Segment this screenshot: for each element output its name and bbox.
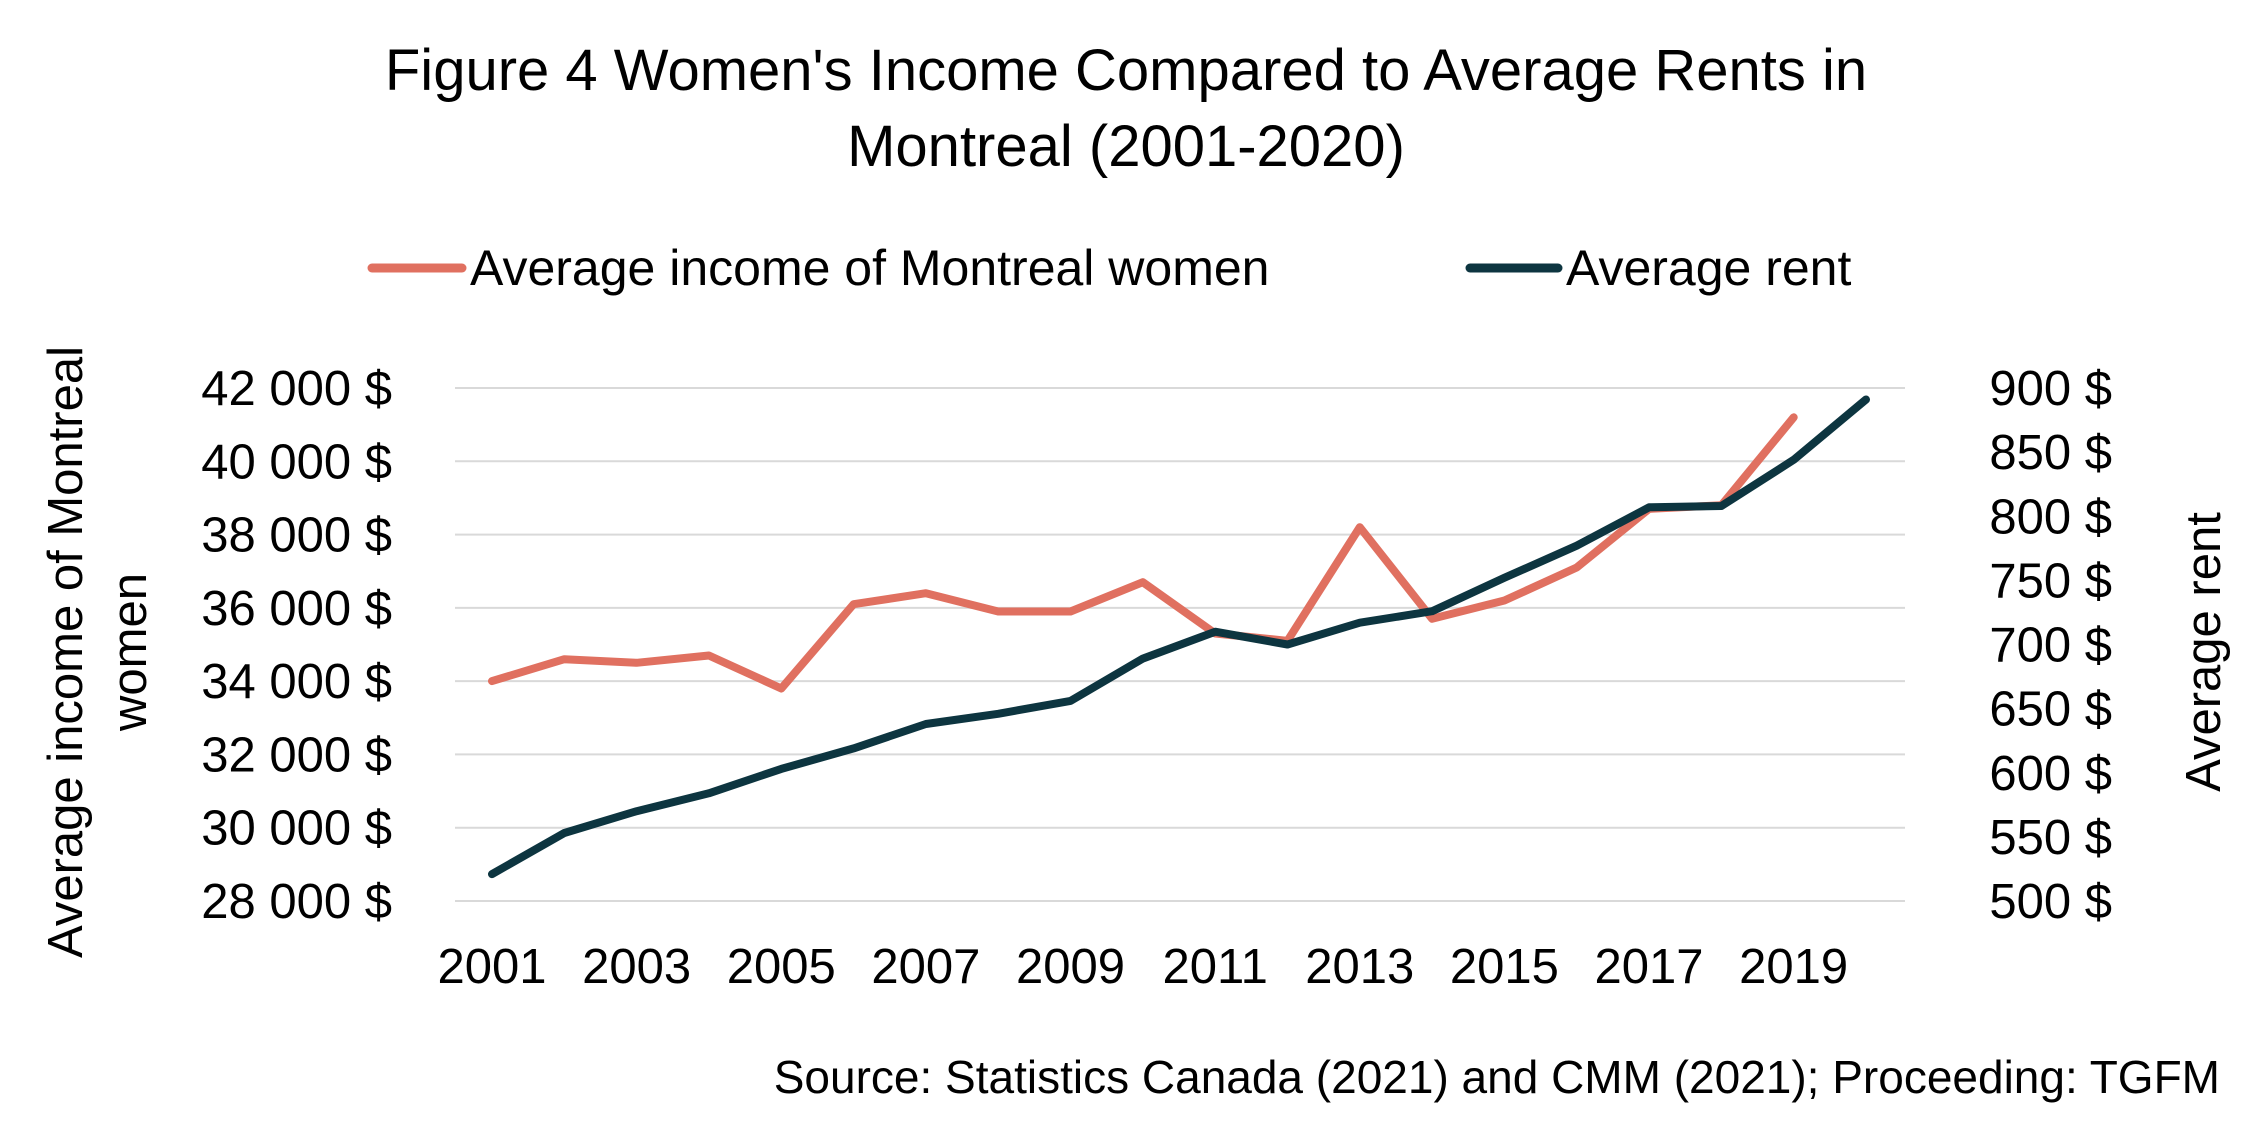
chart-title: Figure 4 Women's Income Compared to Aver… — [385, 38, 1867, 179]
right-tick-label: 600 $ — [1989, 747, 2112, 801]
right-tick-label: 550 $ — [1989, 811, 2112, 865]
right-tick-label: 700 $ — [1989, 619, 2112, 673]
series-layer — [488, 395, 1870, 879]
left-tick-label: 38 000 $ — [201, 509, 392, 563]
x-tick-label: 2013 — [1305, 940, 1414, 994]
x-tick-label: 2003 — [582, 940, 691, 994]
x-tick-label: 2009 — [1016, 940, 1125, 994]
left-tick-label: 40 000 $ — [201, 435, 392, 489]
x-tick-label: 2019 — [1739, 940, 1848, 994]
x-tick-label: 2015 — [1450, 940, 1559, 994]
x-tick-label: 2011 — [1162, 940, 1267, 994]
left-axis-ticks: 28 000 $ 30 000 $ 32 000 $ 34 000 $ 36 000 $… — [201, 362, 392, 929]
left-tick-label: 36 000 $ — [201, 582, 392, 636]
left-tick-label: 30 000 $ — [201, 802, 392, 856]
right-tick-label: 850 $ — [1989, 426, 2112, 480]
left-tick-label: 32 000 $ — [201, 728, 392, 782]
left-tick-label: 34 000 $ — [201, 655, 392, 709]
chart-title-line-1: Figure 4 Women's Income Compared to Aver… — [385, 38, 1867, 103]
legend: Average income of Montreal women Average… — [367, 240, 1851, 296]
left-tick-label: 28 000 $ — [201, 875, 392, 929]
x-tick-label: 2001 — [437, 940, 546, 994]
chart-title-line-2: Montreal (2001-2020) — [847, 114, 1405, 179]
right-tick-label: 750 $ — [1989, 554, 2112, 608]
legend-label-rent: Average rent — [1566, 240, 1851, 296]
left-axis-title-line-1: Average income of Montreal — [39, 346, 93, 958]
right-tick-label: 650 $ — [1989, 683, 2112, 737]
right-axis-title: Average rent — [2177, 512, 2231, 792]
source-note: Source: Statistics Canada (2021) and CMM… — [774, 1051, 2220, 1103]
x-axis-ticks: 2001 2003 2005 2007 2009 2011 2013 2015 2017 2019 — [437, 940, 1848, 994]
right-tick-label: 500 $ — [1989, 875, 2112, 929]
x-tick-label: 2005 — [727, 940, 836, 994]
series-line-income — [488, 413, 1798, 693]
x-tick-label: 2007 — [871, 940, 980, 994]
right-tick-label: 900 $ — [1989, 362, 2112, 416]
left-tick-label: 42 000 $ — [201, 362, 392, 416]
left-axis-title-line-2: women — [103, 573, 157, 732]
gridlines — [455, 387, 1905, 902]
series-line-rent — [488, 395, 1870, 879]
left-axis-title: Average income of Montreal women — [39, 346, 157, 958]
legend-label-income: Average income of Montreal women — [470, 240, 1270, 296]
x-tick-label: 2017 — [1595, 940, 1704, 994]
right-axis-ticks: 500 $ 550 $ 600 $ 650 $ 700 $ 750 $ 800 $ 850 $… — [1989, 362, 2112, 929]
right-tick-label: 800 $ — [1989, 490, 2112, 544]
